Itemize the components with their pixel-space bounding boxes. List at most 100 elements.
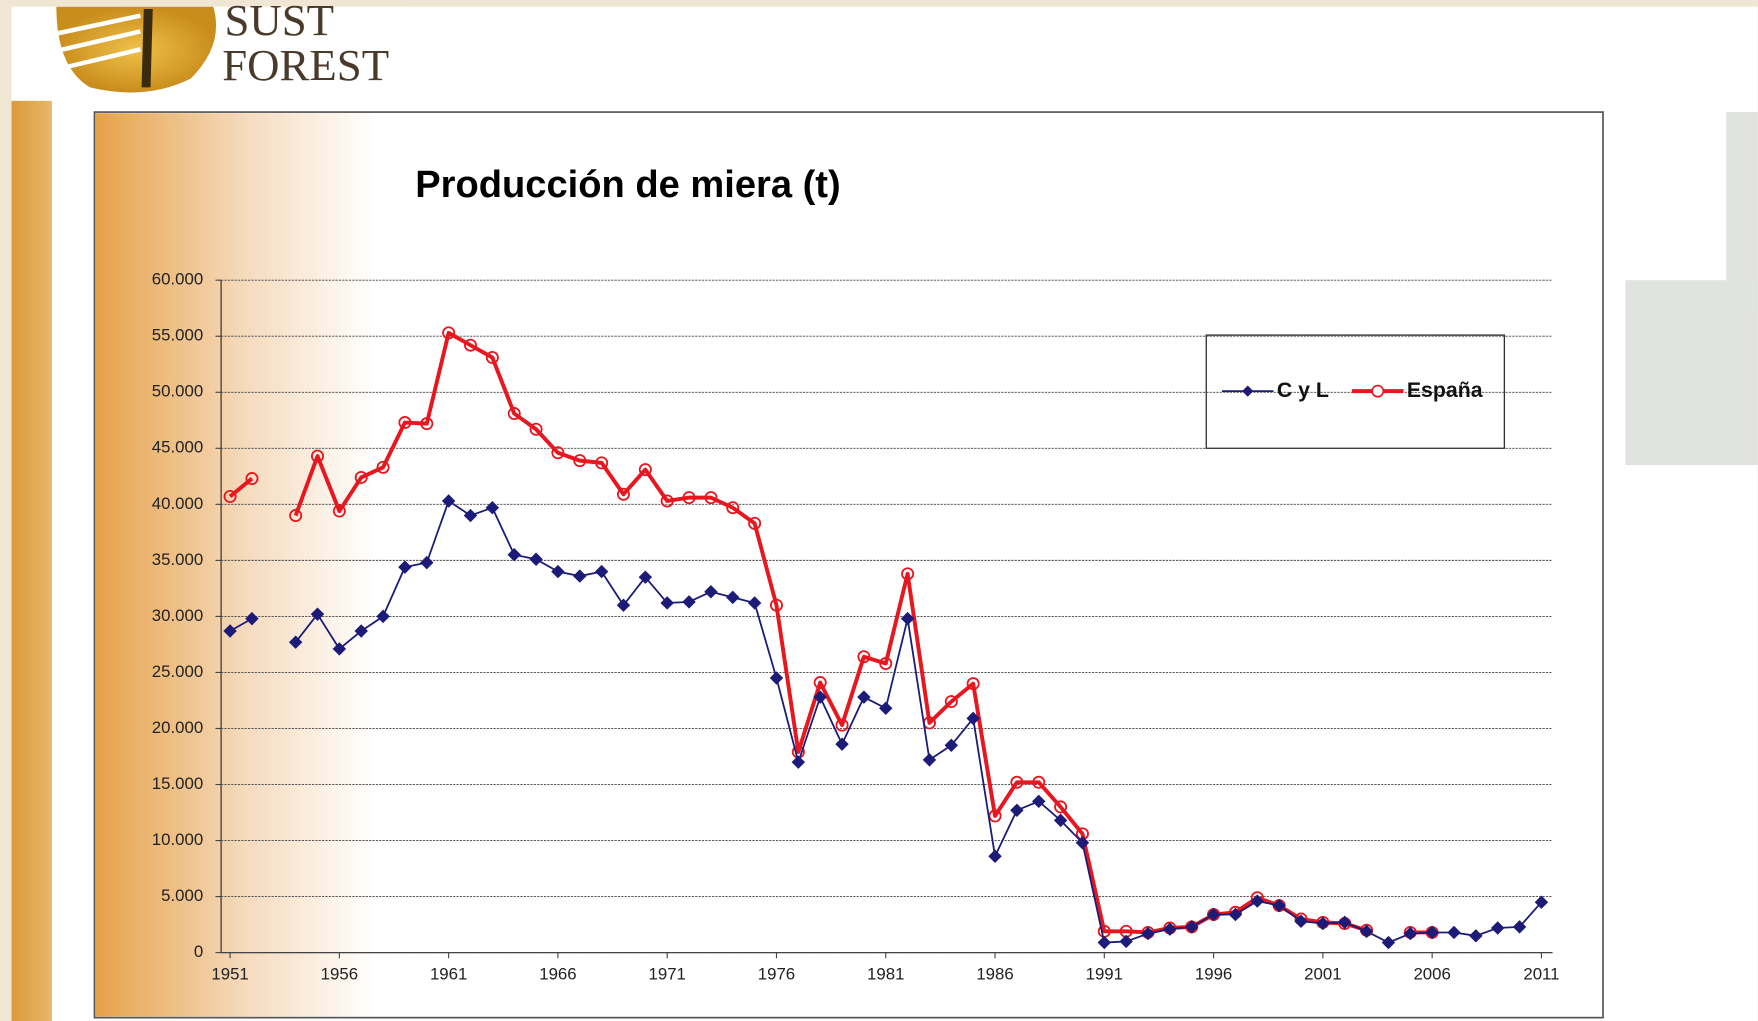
legend-label: España <box>1407 378 1483 402</box>
point <box>638 570 653 584</box>
x-tick-label: 2006 <box>1413 964 1450 983</box>
point <box>638 463 652 477</box>
point <box>813 676 827 690</box>
point <box>966 677 980 691</box>
point <box>507 407 521 421</box>
y-tick-label: 60.000 <box>152 270 203 289</box>
point <box>944 695 958 709</box>
point <box>1141 926 1155 941</box>
point <box>245 611 259 626</box>
point <box>835 737 849 751</box>
point <box>791 755 806 769</box>
point <box>922 753 937 767</box>
point <box>376 609 390 624</box>
x-tick-label: 1956 <box>321 964 358 983</box>
point <box>857 650 871 664</box>
point <box>1316 916 1330 931</box>
point <box>310 607 325 621</box>
watermark <box>1625 112 1758 466</box>
point <box>747 596 762 610</box>
point <box>1054 800 1068 814</box>
chart-title: Producción de miera (t) <box>415 164 840 206</box>
x-tick-label: 1986 <box>976 964 1013 983</box>
point <box>442 326 456 340</box>
point <box>245 472 259 486</box>
logo-text: SUST <box>224 0 334 45</box>
y-tick-label: 45.000 <box>152 438 203 457</box>
point <box>879 656 893 670</box>
point <box>529 552 543 566</box>
point <box>944 738 959 753</box>
point <box>769 598 783 612</box>
point <box>704 491 718 505</box>
point <box>223 489 237 503</box>
point <box>748 516 762 530</box>
point <box>551 446 565 460</box>
point <box>1425 925 1439 940</box>
y-tick-label: 40.000 <box>152 494 203 513</box>
y-tick-label: 30.000 <box>152 606 203 625</box>
y-tick-label: 10.000 <box>152 830 203 849</box>
x-tick-label: 1971 <box>649 964 686 983</box>
x-tick-label: 1966 <box>539 964 576 983</box>
point <box>289 509 303 523</box>
x-tick-label: 1981 <box>867 964 904 983</box>
point <box>311 449 325 463</box>
x-tick-label: 2011 <box>1523 964 1559 983</box>
point <box>332 642 347 656</box>
point <box>594 564 609 579</box>
point <box>1294 914 1308 928</box>
point <box>900 611 915 626</box>
point <box>1250 894 1265 908</box>
point <box>420 555 434 570</box>
point <box>551 564 565 579</box>
point <box>879 701 893 716</box>
x-tick-label: 1991 <box>1086 964 1123 983</box>
point <box>1512 920 1527 934</box>
point <box>441 494 456 508</box>
x-tick-label: 1961 <box>430 964 467 983</box>
point <box>1206 907 1221 922</box>
point <box>332 504 346 518</box>
point <box>354 624 368 638</box>
x-tick-label: 2001 <box>1304 964 1341 983</box>
point <box>704 585 718 599</box>
point <box>573 454 587 468</box>
point <box>1010 803 1024 818</box>
point <box>1032 775 1046 789</box>
point <box>529 422 543 436</box>
point <box>616 487 630 501</box>
x-tick-label: 1996 <box>1195 964 1232 983</box>
point <box>857 690 871 704</box>
y-tick-label: 35.000 <box>152 550 203 569</box>
point <box>420 417 434 431</box>
point <box>1010 775 1024 789</box>
point <box>835 718 849 732</box>
point <box>966 711 980 726</box>
point <box>398 560 412 574</box>
point <box>988 849 1002 863</box>
point <box>1490 921 1505 935</box>
point <box>573 569 587 583</box>
logo-text: FOREST <box>222 40 389 90</box>
point <box>595 456 609 470</box>
point <box>616 598 631 612</box>
point <box>463 338 477 352</box>
point <box>1032 794 1046 809</box>
y-tick-label: 55.000 <box>152 326 203 345</box>
y-tick-label: 0 <box>194 942 203 961</box>
y-tick-label: 15.000 <box>152 774 203 793</box>
y-tick-label: 5.000 <box>161 886 203 905</box>
y-tick-label: 25.000 <box>152 662 203 681</box>
point <box>1185 920 1199 934</box>
point <box>726 590 740 605</box>
point <box>1119 934 1133 949</box>
point <box>354 470 368 484</box>
point <box>485 351 499 365</box>
x-tick-label: 1976 <box>758 964 795 983</box>
point <box>1097 935 1112 950</box>
point <box>398 416 412 430</box>
legend-marker <box>1242 385 1254 397</box>
series <box>223 494 1549 950</box>
